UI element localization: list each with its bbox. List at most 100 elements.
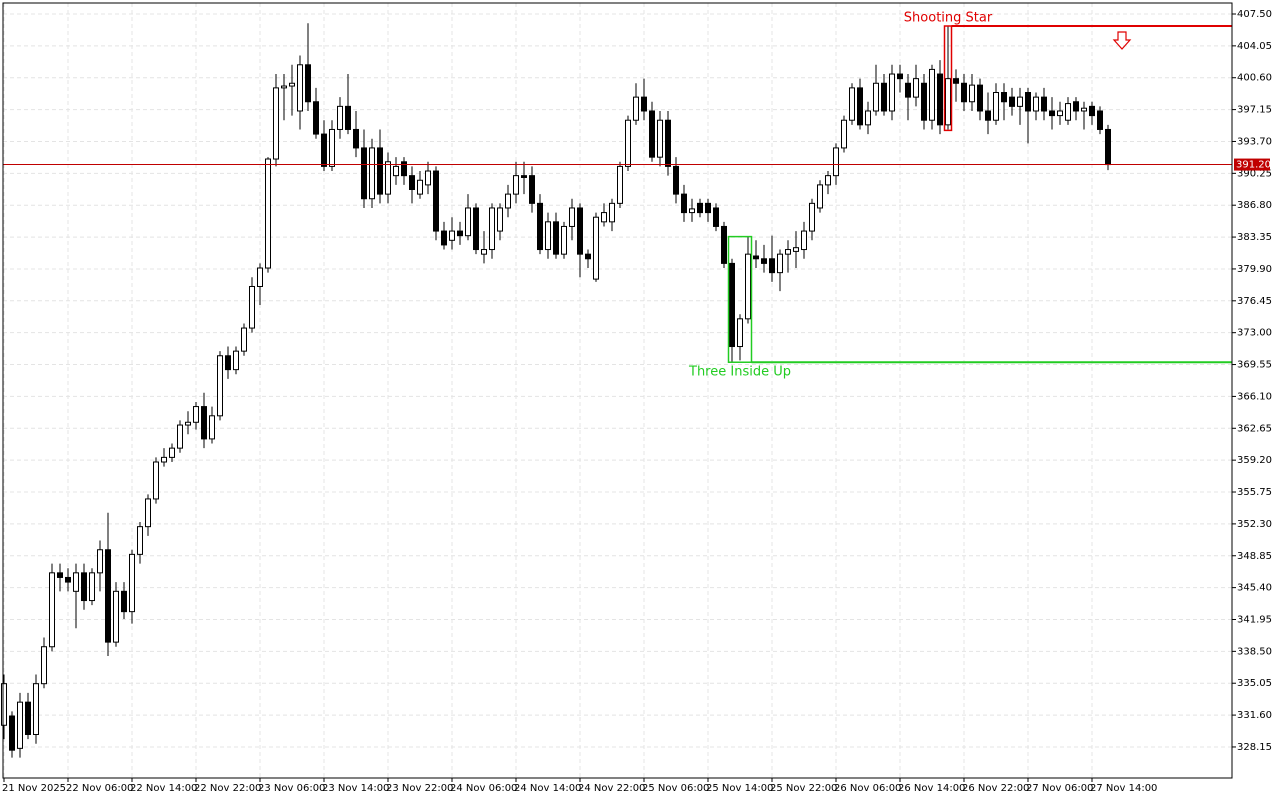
- candle-body: [985, 110, 991, 121]
- candle-body: [753, 255, 759, 260]
- candle-body: [977, 84, 983, 112]
- candle-body: [953, 78, 959, 84]
- y-tick-label: 404.05: [1237, 41, 1272, 52]
- x-tick-label: 23 Nov 14:00: [322, 783, 389, 794]
- grid: [3, 3, 1232, 778]
- candle-body: [841, 119, 847, 149]
- candle-body: [1081, 107, 1087, 112]
- x-tick-label: 22 Nov 06:00: [66, 783, 133, 794]
- candle-body: [577, 207, 583, 255]
- candle-body: [569, 207, 575, 227]
- candle-body: [401, 161, 407, 177]
- candle-body: [153, 461, 159, 500]
- y-tick-label: 373.00: [1237, 328, 1272, 339]
- pattern-label: Three Inside Up: [688, 365, 791, 380]
- candle-body: [1, 683, 7, 726]
- candle-body: [777, 253, 783, 274]
- plot: [1, 23, 1232, 758]
- candle-body: [489, 207, 495, 251]
- candle-body: [161, 456, 167, 463]
- candle-body: [89, 572, 95, 602]
- x-tick-label: 25 Nov 06:00: [642, 783, 709, 794]
- y-tick-label: 366.10: [1237, 391, 1272, 402]
- candle-body: [137, 526, 143, 555]
- candle-body: [281, 85, 287, 89]
- candle-body: [17, 701, 23, 749]
- candle-body: [585, 253, 591, 260]
- candle-body: [481, 249, 487, 255]
- price-tag-label: 391.20: [1236, 160, 1271, 171]
- candle-body: [249, 285, 255, 329]
- candle-body: [33, 683, 39, 735]
- candle-body: [417, 179, 423, 195]
- y-tick-label: 383.35: [1237, 232, 1272, 243]
- candle-body: [649, 110, 655, 158]
- candle-body: [393, 165, 399, 177]
- y-tick-label: 397.15: [1237, 105, 1272, 116]
- candle-body: [673, 165, 679, 195]
- candle-body: [633, 96, 639, 121]
- candle-body: [25, 701, 31, 735]
- y-tick-label: 386.80: [1237, 200, 1272, 211]
- y-tick-label: 369.55: [1237, 360, 1272, 371]
- plot-frame: [2, 2, 1233, 779]
- x-tick-label: 26 Nov 14:00: [898, 783, 965, 794]
- candle-body: [665, 119, 671, 167]
- candle-body: [873, 82, 879, 112]
- candle-body: [865, 110, 871, 126]
- x-tick-label: 24 Nov 06:00: [450, 783, 517, 794]
- candle-body: [1017, 96, 1023, 107]
- candle-body: [897, 73, 903, 80]
- candle-body: [329, 128, 335, 167]
- candle-body: [705, 202, 711, 214]
- candle-body: [361, 147, 367, 200]
- y-tick-label: 379.90: [1237, 264, 1272, 275]
- y-tick-label: 362.65: [1237, 423, 1272, 434]
- candle-body: [1105, 128, 1111, 166]
- candle-body: [177, 424, 183, 449]
- x-tick-label: 22 Nov 22:00: [194, 783, 261, 794]
- candle-body: [65, 576, 71, 583]
- candle-body: [1033, 96, 1039, 112]
- candle-body: [889, 73, 895, 112]
- candle-body: [1089, 105, 1095, 117]
- candle-body: [305, 64, 311, 103]
- y-tick-label: 355.75: [1237, 487, 1272, 498]
- candle-body: [41, 646, 47, 685]
- candle-body: [721, 225, 727, 264]
- candle-body: [273, 87, 279, 160]
- candle-body: [473, 207, 479, 251]
- candle-body: [1009, 96, 1015, 107]
- y-tick-label: 348.85: [1237, 551, 1272, 562]
- candle-body: [793, 247, 799, 252]
- candle-body: [769, 258, 775, 274]
- candle-body: [169, 447, 175, 458]
- candle-body: [833, 147, 839, 177]
- candle-body: [121, 590, 127, 613]
- candle-body: [265, 158, 271, 269]
- candle-body: [945, 78, 951, 126]
- x-tick-label: 24 Nov 22:00: [578, 783, 645, 794]
- candle-body: [217, 355, 223, 417]
- candle-body: [497, 207, 503, 232]
- x-tick-label: 26 Nov 22:00: [962, 783, 1029, 794]
- candle-body: [1097, 110, 1103, 130]
- candle-body: [745, 253, 751, 320]
- candle-body: [345, 105, 351, 130]
- x-tick-label: 25 Nov 22:00: [770, 783, 837, 794]
- y-tick-label: 359.20: [1237, 455, 1272, 466]
- y-tick-label: 352.30: [1237, 519, 1272, 530]
- candle-body: [1057, 110, 1063, 117]
- candle-body: [993, 92, 999, 121]
- y-tick-label: 376.45: [1237, 296, 1272, 307]
- candle-body: [921, 82, 927, 121]
- candle-body: [689, 208, 695, 214]
- candle-body: [929, 68, 935, 121]
- candle-body: [593, 216, 599, 280]
- candle-body: [409, 175, 415, 190]
- candle-body: [825, 175, 831, 186]
- candle-body: [337, 105, 343, 130]
- candle-body: [1041, 96, 1047, 112]
- candle-body: [857, 87, 863, 126]
- candle-body: [809, 202, 815, 232]
